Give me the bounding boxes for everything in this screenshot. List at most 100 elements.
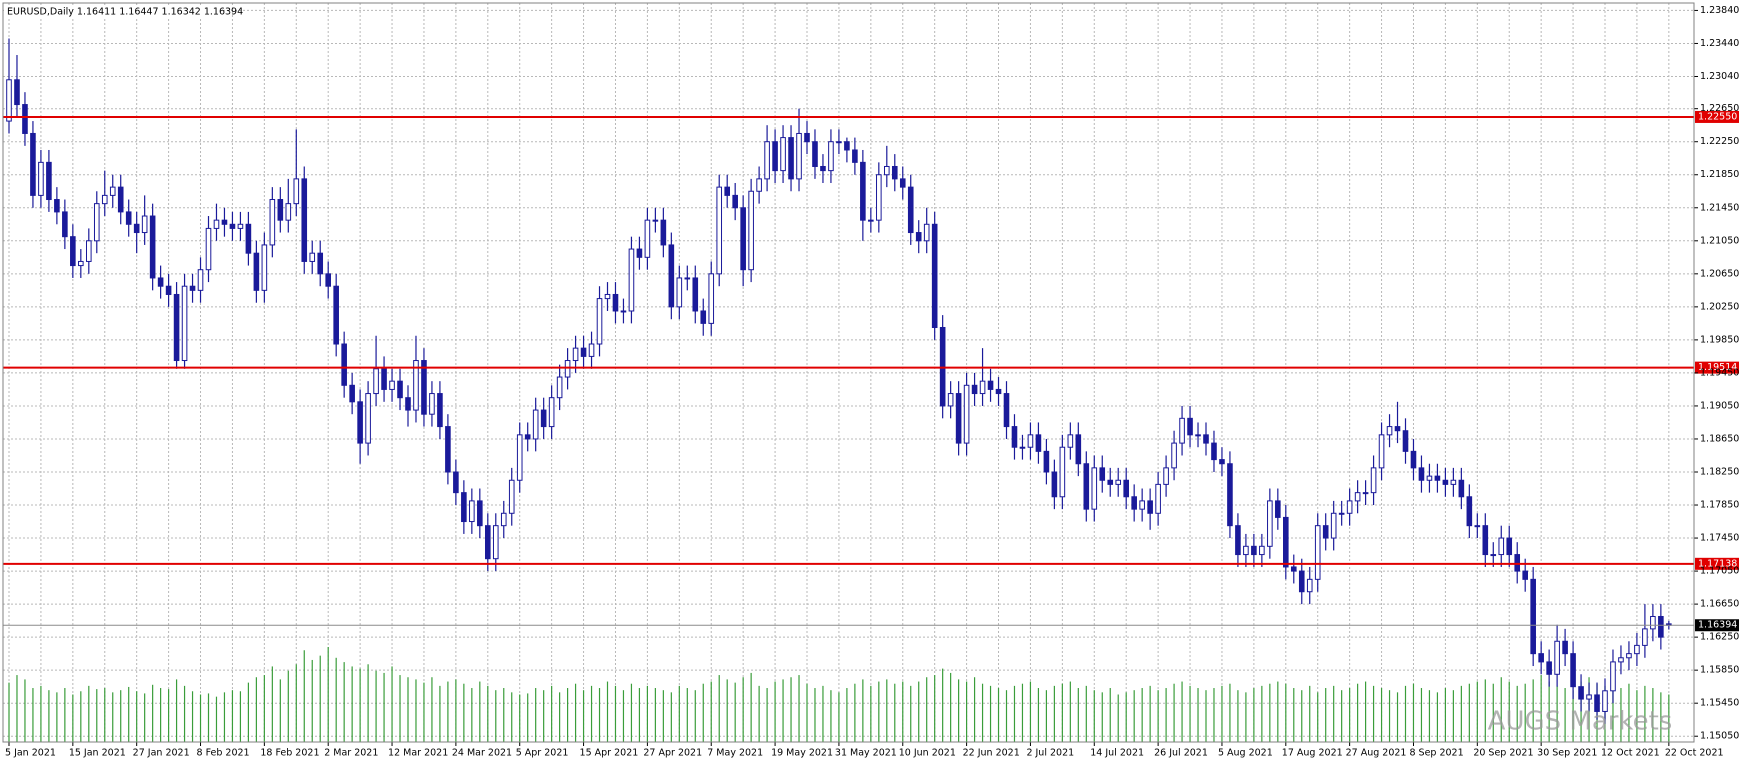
candle-body xyxy=(14,79,20,106)
x-tick-label: 5 Apr 2021 xyxy=(516,748,569,759)
y-tick-label: 1.16250 xyxy=(1700,632,1739,643)
candle-body xyxy=(500,512,507,527)
candle-body xyxy=(1267,500,1273,547)
candle-body xyxy=(764,141,770,180)
candle-body xyxy=(1059,446,1066,498)
candle-body xyxy=(78,260,84,267)
volume-layer xyxy=(8,647,1670,742)
title-bg xyxy=(4,5,224,19)
candle-body xyxy=(644,219,651,258)
x-tick-label: 2 Jul 2021 xyxy=(1026,748,1074,759)
candle-body xyxy=(540,409,547,428)
candle-body xyxy=(628,248,635,312)
candle-body xyxy=(1330,512,1337,539)
y-tick-label: 1.18250 xyxy=(1700,466,1739,477)
candle-body xyxy=(469,500,475,523)
y-tick-label: 1.23040 xyxy=(1700,71,1739,82)
candle-body xyxy=(1099,467,1106,481)
y-tick-label: 1.21450 xyxy=(1700,202,1739,213)
candle-body xyxy=(612,293,619,312)
candle-body xyxy=(93,203,100,242)
y-tick-label: 1.17050 xyxy=(1700,566,1739,577)
candle-body xyxy=(1650,615,1656,630)
y-tick-label: 1.22650 xyxy=(1700,103,1739,114)
candle-body xyxy=(572,347,579,362)
candle-body xyxy=(1314,525,1321,580)
candle-body xyxy=(772,141,778,172)
y-tick-label: 1.18650 xyxy=(1700,433,1739,444)
candle-body xyxy=(70,236,76,267)
candle-body xyxy=(692,277,699,312)
candle-body xyxy=(1394,426,1401,432)
x-tick-label: 15 Apr 2021 xyxy=(580,748,639,759)
candle-body xyxy=(812,141,818,167)
candle-body xyxy=(365,393,371,444)
candle-body xyxy=(1147,500,1153,514)
candle-body xyxy=(844,141,850,151)
candle-body xyxy=(971,384,978,395)
candle-body xyxy=(923,223,930,242)
candle-body xyxy=(700,310,707,324)
candle-body xyxy=(1410,450,1417,469)
candle-body xyxy=(516,434,523,481)
candle-body xyxy=(1610,661,1616,692)
candle-body xyxy=(1626,653,1632,659)
candle-body xyxy=(852,149,858,163)
candle-body xyxy=(1019,446,1026,449)
candle-body xyxy=(907,186,914,234)
candle-body xyxy=(860,161,866,221)
candle-body xyxy=(780,137,786,172)
candle-body xyxy=(453,471,459,494)
candle-body xyxy=(1338,512,1345,515)
candle-body xyxy=(86,240,92,262)
candle-body xyxy=(891,165,898,180)
candle-body xyxy=(461,492,467,523)
candle-body xyxy=(1003,393,1010,428)
candle-body xyxy=(1075,434,1082,465)
x-tick-label: 12 Mar 2021 xyxy=(388,748,448,759)
candle-body xyxy=(405,397,411,411)
candle-body xyxy=(1163,467,1169,485)
level-label: 1.19514 xyxy=(1698,362,1737,373)
candle-body xyxy=(1027,434,1034,448)
candle-body xyxy=(532,409,539,440)
candle-body xyxy=(668,244,675,308)
y-tick-label: 1.15050 xyxy=(1700,731,1739,742)
candle-body xyxy=(285,203,292,221)
candle-body xyxy=(445,426,451,473)
candle-body xyxy=(229,223,236,229)
candle-body xyxy=(109,186,116,196)
x-tick-label: 31 May 2021 xyxy=(835,748,897,759)
candle-body xyxy=(1115,479,1122,485)
candle-body xyxy=(1171,442,1177,469)
candle-body xyxy=(899,178,906,188)
candle-body xyxy=(1634,644,1640,655)
x-tick-label: 27 Jan 2021 xyxy=(133,748,190,759)
candle-body xyxy=(1179,417,1185,444)
candle-body xyxy=(876,174,882,221)
candle-body xyxy=(1642,628,1648,646)
x-tick-label: 27 Aug 2021 xyxy=(1346,748,1407,759)
x-tick-label: 15 Jan 2021 xyxy=(69,748,126,759)
y-tick-label: 1.19050 xyxy=(1700,400,1739,411)
candle-body xyxy=(1490,554,1497,557)
x-tick-label: 7 May 2021 xyxy=(707,748,763,759)
candle-body xyxy=(492,525,499,560)
candle-body xyxy=(133,223,140,234)
candle-body xyxy=(1474,525,1481,528)
candle-body xyxy=(995,388,1002,395)
x-tick-label: 18 Feb 2021 xyxy=(260,748,319,759)
candle-body xyxy=(1354,492,1361,502)
x-tick-label: 20 Sep 2021 xyxy=(1473,748,1533,759)
candle-body xyxy=(915,232,922,242)
x-tick-label: 8 Feb 2021 xyxy=(197,748,250,759)
candle-body xyxy=(1035,434,1042,452)
candle-body xyxy=(1570,653,1576,688)
y-tick-label: 1.23440 xyxy=(1700,38,1739,49)
level-tag xyxy=(1695,557,1739,570)
candle-body xyxy=(931,223,938,328)
candle-body xyxy=(213,219,220,229)
y-tick-label: 1.19850 xyxy=(1700,334,1739,345)
candle-body xyxy=(1322,525,1329,539)
